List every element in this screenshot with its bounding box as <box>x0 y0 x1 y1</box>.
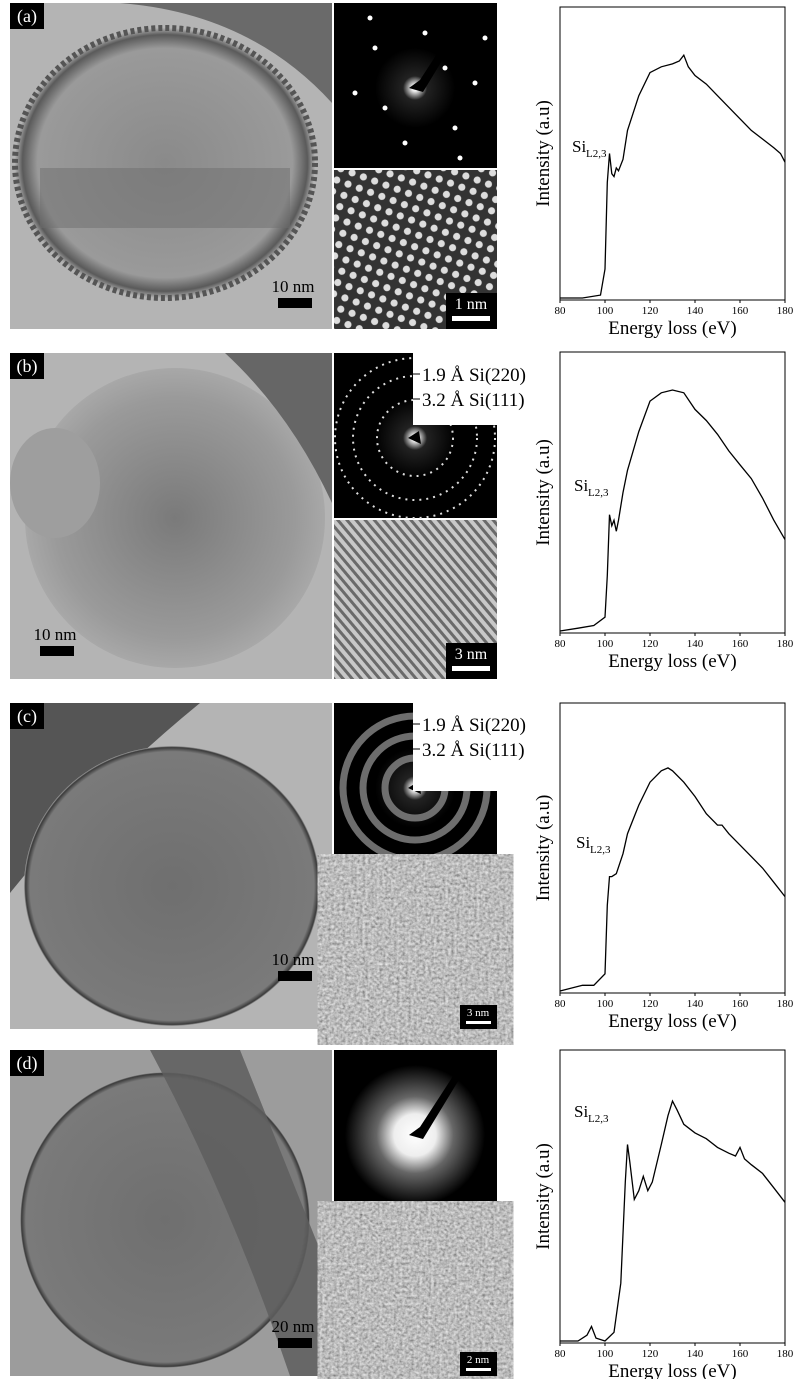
panel: (d) 20 nm 2 nm <box>10 1050 497 1376</box>
x-tick-label: 100 <box>597 638 614 650</box>
x-tick-label: 160 <box>732 305 749 317</box>
x-tick-label: 120 <box>642 305 659 317</box>
panel: (b) 10 nm 1.9 Å Si(220) 3.2 Å Si(111) 3 nm <box>10 353 526 679</box>
diffraction-label: 1.9 Å Si(220) <box>422 365 526 386</box>
x-tick-label: 80 <box>555 998 567 1010</box>
x-tick-label: 180 <box>777 998 794 1010</box>
figure: (a) 10 nm 1 nm (b) 10 nm 1.9 Å Si(220) 3.2 Å S… <box>0 0 797 1379</box>
scale-bar <box>40 646 74 656</box>
spectrum-line <box>560 768 785 991</box>
panel-label: (b) <box>17 356 38 377</box>
x-tick-label: 80 <box>555 305 567 317</box>
panel: (a) 10 nm 1 nm <box>10 3 497 329</box>
panel-label: (c) <box>17 706 37 727</box>
band <box>40 168 290 228</box>
diffraction-spot <box>453 126 458 131</box>
diffraction-spot <box>353 91 358 96</box>
inset-scale-label: 3 nm <box>467 1007 490 1019</box>
scale-bar-label: 10 nm <box>34 625 77 644</box>
x-axis-label: Energy loss (eV) <box>608 1011 736 1032</box>
x-tick-label: 120 <box>642 1348 659 1360</box>
x-tick-label: 80 <box>555 1348 567 1360</box>
panel-label: (a) <box>17 6 37 27</box>
annotation: Si <box>572 137 586 156</box>
x-tick-label: 160 <box>732 638 749 650</box>
x-tick-label: 140 <box>687 998 704 1010</box>
scale-bar <box>278 1338 312 1348</box>
page: {"panels": [ {"label": "(a)", "scale_bar… <box>0 0 797 1379</box>
x-tick-label: 180 <box>777 305 794 317</box>
inset-scale-label: 2 nm <box>467 1354 490 1366</box>
x-tick-label: 160 <box>732 998 749 1010</box>
x-axis-label: Energy loss (eV) <box>608 318 736 339</box>
y-axis-label: Intensity (a.u) <box>533 1143 554 1250</box>
inset-scale-bar <box>466 1368 491 1371</box>
particle <box>24 746 320 1026</box>
label-backdrop <box>413 353 497 425</box>
annotation-subscript: L2,3 <box>590 844 611 856</box>
annotation-subscript: L2,3 <box>588 487 609 499</box>
diffraction-spot <box>373 46 378 51</box>
diffraction-label: 3.2 Å Si(111) <box>422 740 525 761</box>
x-tick-label: 180 <box>777 1348 794 1360</box>
x-tick-label: 100 <box>597 1348 614 1360</box>
spectrum-line <box>560 1101 785 1341</box>
plot-frame <box>560 1050 785 1343</box>
diffraction-label: 1.9 Å Si(220) <box>422 715 526 736</box>
x-tick-label: 160 <box>732 1348 749 1360</box>
x-tick-label: 180 <box>777 638 794 650</box>
diffraction-spot <box>458 156 463 161</box>
x-tick-label: 80 <box>555 638 567 650</box>
y-axis-label: Intensity (a.u) <box>533 439 554 546</box>
scale-bar-label: 10 nm <box>272 950 315 969</box>
x-tick-label: 120 <box>642 638 659 650</box>
x-axis-label: Energy loss (eV) <box>608 1361 736 1379</box>
diffraction-spot <box>483 36 488 41</box>
spectrum-line <box>560 390 785 631</box>
diffraction-spot <box>423 31 428 36</box>
diffraction-spot <box>368 16 373 21</box>
panel-label: (d) <box>17 1053 38 1074</box>
x-tick-label: 120 <box>642 998 659 1010</box>
x-tick-label: 100 <box>597 998 614 1010</box>
inset-scale-label: 3 nm <box>455 646 488 663</box>
particle-lobe <box>10 428 100 538</box>
scale-bar <box>278 298 312 308</box>
diffraction-spot <box>383 106 388 111</box>
annotation-subscript: L2,3 <box>586 148 607 160</box>
annotation: Si <box>574 476 588 495</box>
annotation-subscript: L2,3 <box>588 1113 609 1125</box>
inset-scale-label: 1 nm <box>455 296 488 313</box>
scale-bar-label: 20 nm <box>272 1317 315 1336</box>
scale-bar <box>278 971 312 981</box>
x-tick-label: 140 <box>687 638 704 650</box>
diffraction-spot <box>403 141 408 146</box>
spectrum-line <box>560 55 785 298</box>
y-axis-label: Intensity (a.u) <box>533 100 554 207</box>
y-axis-label: Intensity (a.u) <box>533 795 554 902</box>
x-axis-label: Energy loss (eV) <box>608 651 736 672</box>
x-tick-label: 140 <box>687 1348 704 1360</box>
annotation: Si <box>576 833 590 852</box>
particle <box>15 28 315 298</box>
diffraction-spot <box>473 81 478 86</box>
x-tick-label: 100 <box>597 305 614 317</box>
annotation: Si <box>574 1102 588 1121</box>
x-tick-label: 140 <box>687 305 704 317</box>
diffraction-spot <box>443 66 448 71</box>
panel: (c) 10 nm 1.9 Å Si(220) 3.2 Å Si(111) 3 nm <box>10 703 526 1029</box>
inset-scale-bar <box>466 1021 491 1024</box>
scale-bar-label: 10 nm <box>272 277 315 296</box>
inset-scale-bar <box>452 666 490 671</box>
diffraction-label: 3.2 Å Si(111) <box>422 390 525 411</box>
inset-scale-bar <box>452 316 490 321</box>
